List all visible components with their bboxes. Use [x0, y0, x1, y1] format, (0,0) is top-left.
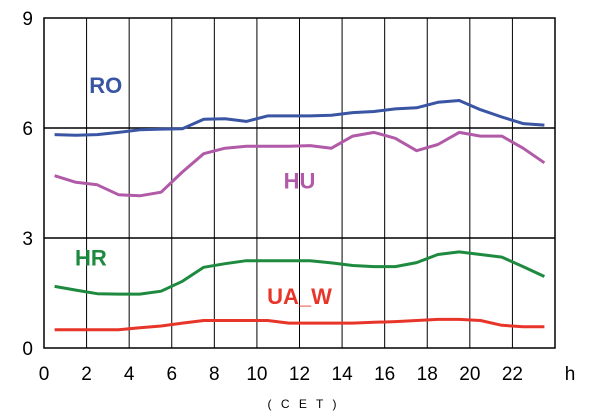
series-label-hu: HU [284, 169, 316, 194]
y-tick-label: 6 [22, 119, 33, 140]
tick-labels: 0 2 4 6 8 10 12 14 16 18 20 22 0 3 6 9 [22, 9, 523, 385]
x-tick-label: 18 [417, 364, 438, 385]
x-tick-label: 12 [289, 364, 310, 385]
x-tick-label: 6 [166, 364, 177, 385]
series-labels: RO HU HR UA_W [75, 73, 332, 309]
y-tick-label: 0 [22, 339, 33, 360]
series-line-ua_w [54, 317, 545, 332]
x-tick-label: 10 [246, 364, 267, 385]
x-tick-label: 14 [332, 364, 354, 385]
x-axis-unit: h [565, 364, 576, 385]
x-tick-label: 4 [124, 364, 135, 385]
series-lines [54, 99, 546, 332]
x-tick-label: 16 [374, 364, 395, 385]
x-axis-sublabel: ( C E T ) [268, 397, 340, 411]
x-tick-label: 8 [209, 364, 220, 385]
series-line-ro [54, 99, 545, 137]
series-line-hr [54, 250, 546, 296]
y-tick-label: 9 [22, 9, 33, 30]
x-tick-label: 20 [459, 364, 480, 385]
x-tick-label: 0 [39, 364, 50, 385]
series-label-hr: HR [75, 246, 107, 271]
plot-frame [43, 17, 556, 349]
grid [44, 18, 555, 348]
series-label-ro: RO [89, 73, 122, 98]
series-line-hu [54, 130, 546, 198]
series-label-ua_w: UA_W [267, 284, 332, 309]
y-tick-label: 3 [22, 229, 33, 250]
x-tick-label: 22 [502, 364, 523, 385]
x-tick-label: 2 [81, 364, 92, 385]
